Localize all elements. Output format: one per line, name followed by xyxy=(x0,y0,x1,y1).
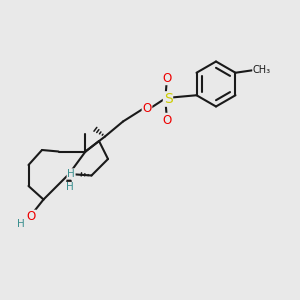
Text: O: O xyxy=(162,113,171,127)
Text: H: H xyxy=(67,169,75,179)
Text: S: S xyxy=(164,92,172,106)
Text: O: O xyxy=(162,71,171,85)
Text: O: O xyxy=(142,101,152,115)
Polygon shape xyxy=(66,174,72,182)
Text: O: O xyxy=(27,210,36,224)
Text: H: H xyxy=(17,219,25,230)
Text: CH₃: CH₃ xyxy=(253,65,271,75)
Text: H: H xyxy=(66,182,74,193)
